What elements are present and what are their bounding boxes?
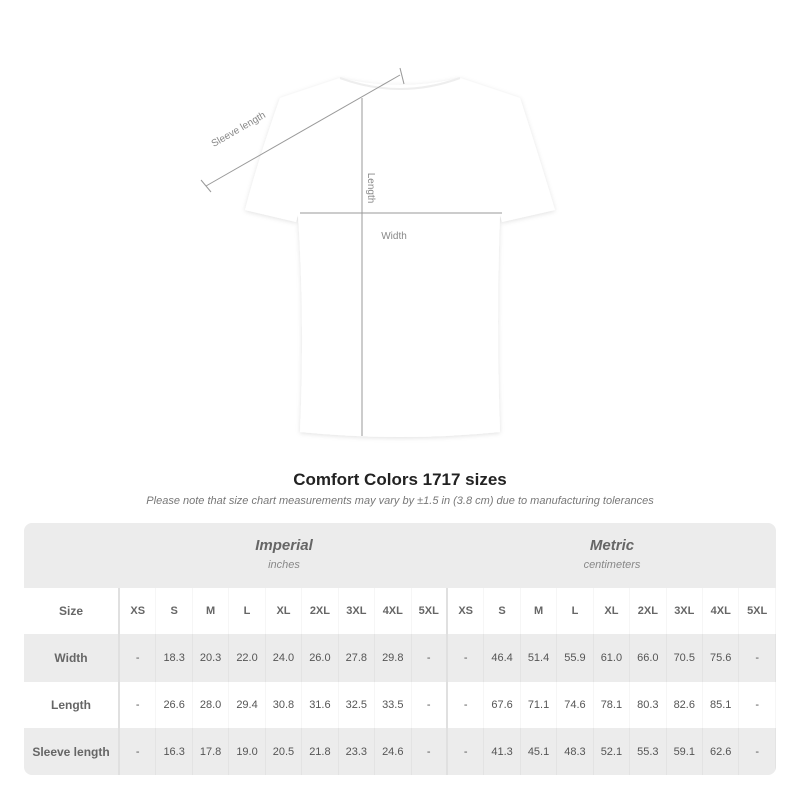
size-header-cell: 3XL [667,588,703,634]
table-cell: 28.0 [193,682,229,728]
table-cell: 30.8 [266,682,302,728]
tshirt-diagram: Sleeve length Length Width [200,67,555,437]
table-cell: 46.4 [484,634,520,682]
size-header-cell: 4XL [703,588,739,634]
table-cell: - [412,728,448,775]
size-header-cell: 5XL [739,588,775,634]
table-cell: 29.8 [375,634,411,682]
table-cell: 20.5 [266,728,302,775]
size-header-row: Size XS S M L XL 2XL 3XL 4XL 5XL XS S M L XL 2XL 3XL 4XL 5… [24,588,776,634]
table-cell: 67.6 [484,682,520,728]
metric-title: Metric [589,537,635,554]
table-cell: 29.4 [229,682,265,728]
table-cell: 82.6 [667,682,703,728]
table-cell: 66.0 [630,634,666,682]
table-cell: 48.3 [557,728,593,775]
tshirt-shape [245,78,555,437]
table-cell: 61.0 [594,634,630,682]
table-cell: 70.5 [667,634,703,682]
table-cell: - [412,682,448,728]
table-cell: 24.0 [266,634,302,682]
table-cell: 20.3 [193,634,229,682]
metric-group: Metric centimeters [448,537,776,571]
table-cell: 26.0 [302,634,338,682]
table-cell: 27.8 [339,634,375,682]
row-label: Length [24,682,120,728]
table-cell: 21.8 [302,728,338,775]
table-row: Length -26.6 28.0 29.4 30.8 31.6 32.5 33.5- -67.… [24,682,776,728]
table-cell: 22.0 [229,634,265,682]
size-header-cell: S [484,588,520,634]
table-cell: - [739,634,775,682]
size-header-cell: 5XL [412,588,448,634]
size-header-cell: 2XL [302,588,338,634]
width-label: Width [381,231,407,242]
table-cell: 80.3 [630,682,666,728]
row-label: Size [24,588,120,634]
imperial-title: Imperial [255,537,313,554]
table-row: Sleeve length -16.3 17.8 19.0 20.5 21.8 23.3 24… [24,728,776,775]
size-header-cell: XL [266,588,302,634]
size-header-cell: XS [120,588,156,634]
table-cell: 17.8 [193,728,229,775]
table-cell: 16.3 [156,728,192,775]
table-cell: 55.3 [630,728,666,775]
table-cell: 31.6 [302,682,338,728]
size-header-cell: 3XL [339,588,375,634]
table-cell: 59.1 [667,728,703,775]
size-header-cell: 2XL [630,588,666,634]
table-cell: - [120,682,156,728]
table-cell: 24.6 [375,728,411,775]
size-header-cell: 4XL [375,588,411,634]
table-cell: - [412,634,448,682]
table-cell: 78.1 [594,682,630,728]
chart-title: Comfort Colors 1717 sizes [293,470,507,489]
table-cell: 71.1 [521,682,557,728]
table-cell: 62.6 [703,728,739,775]
table-cell: 26.6 [156,682,192,728]
sleeve-length-end-tick [200,179,212,193]
metric-unit: centimeters [583,559,641,571]
table-cell: 18.3 [156,634,192,682]
length-label: Length [365,173,376,204]
table-cell: - [448,682,484,728]
table-cell: 33.5 [375,682,411,728]
table-cell: 75.6 [703,634,739,682]
row-label: Sleeve length [24,728,120,775]
table-header: Imperial inches Metric centimeters [24,523,776,588]
table-cell: 74.6 [557,682,593,728]
sleeve-length-line [205,74,401,187]
row-label: Width [24,634,120,682]
size-header-cell: XS [448,588,484,634]
table-cell: 85.1 [703,682,739,728]
size-header-cell: L [229,588,265,634]
tshirt-collar [339,77,461,90]
table-cell: 45.1 [521,728,557,775]
table-cell: 41.3 [484,728,520,775]
table-cell: - [739,682,775,728]
table-cell: - [448,728,484,775]
table-cell: 19.0 [229,728,265,775]
table-cell: - [739,728,775,775]
size-header-cell: M [193,588,229,634]
table-cell: 23.3 [339,728,375,775]
imperial-group: Imperial inches [120,537,448,571]
table-row: Width -18.3 20.3 22.0 24.0 26.0 27.8 29.8- -46.4… [24,634,776,682]
table-cell: - [448,634,484,682]
table-cell: 32.5 [339,682,375,728]
sleeve-length-start-tick [399,67,405,85]
size-header-cell: M [521,588,557,634]
size-header-cell: L [557,588,593,634]
table-cell: - [120,728,156,775]
table-cell: - [120,634,156,682]
size-header-cell: S [156,588,192,634]
table-cell: 51.4 [521,634,557,682]
imperial-unit: inches [268,559,300,571]
sleeve-length-label: Sleeve length [210,110,268,150]
table-cell: 55.9 [557,634,593,682]
size-table: Imperial inches Metric centimeters Size X… [24,523,776,775]
table-cell: 52.1 [594,728,630,775]
size-header-cell: XL [594,588,630,634]
chart-subtitle: Please note that size chart measurements… [146,495,654,507]
